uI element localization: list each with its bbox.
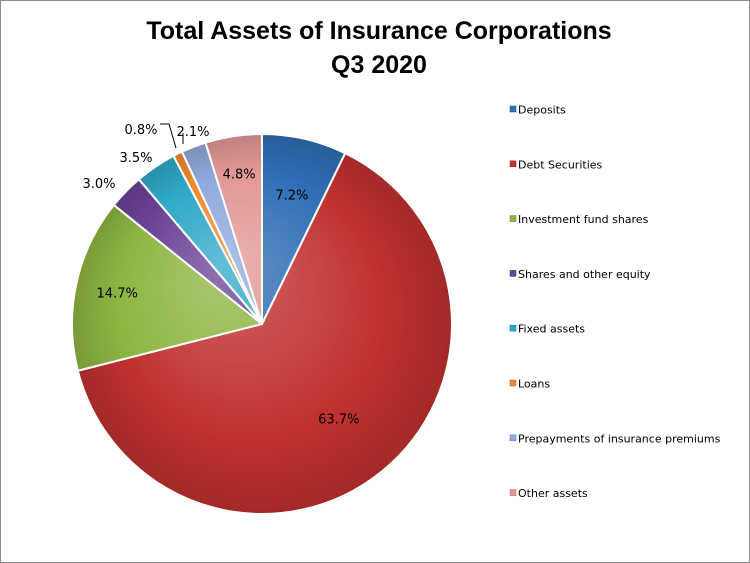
chart-subtitle-line: Q3 2020	[331, 51, 427, 79]
legend-label-debt-securities: Debt Securities	[518, 158, 603, 171]
legend-label-shares-and-other-equity: Shares and other equity	[518, 268, 651, 281]
chart-title-line: Total Assets of Insurance Corporations	[146, 17, 612, 45]
data-label-other-assets: 4.8%	[223, 168, 256, 183]
leader-line-loans	[160, 123, 177, 149]
pie-slices	[71, 133, 453, 515]
legend-swatch-deposits	[509, 105, 517, 113]
legend-label-deposits: Deposits	[518, 104, 566, 117]
data-label-prepayments-of-insurance-premiums: 2.1%	[176, 125, 209, 140]
legend-label-loans: Loans	[518, 378, 550, 391]
legend-swatch-other-assets	[509, 489, 517, 496]
legend: Deposits Debt Securities Investment fund s…	[509, 104, 721, 500]
pie-slice-debt-securities	[76, 152, 453, 515]
legend-swatch-fixed-assets	[509, 324, 517, 332]
leader-lines	[160, 123, 184, 149]
legend-label-other-assets: Other assets	[518, 487, 588, 500]
data-labels: 7.2% 63.7% 14.7% 3.0% 3.5% 0.8% 2.1% 4.8%	[82, 123, 359, 427]
legend-swatch-shares-and-other-equity	[509, 270, 517, 277]
legend-swatch-prepayments-of-insurance-premiums	[509, 434, 517, 442]
legend-swatch-loans	[509, 379, 517, 387]
chart-title: Total Assets of Insurance Corporations Q…	[0, 14, 750, 82]
legend-label-prepayments-of-insurance-premiums: Prepayments of insurance premiums	[518, 432, 721, 445]
data-label-deposits: 7.2%	[275, 188, 308, 203]
legend-label-investment-fund-shares: Investment fund shares	[518, 213, 649, 226]
legend-label-fixed-assets: Fixed assets	[518, 323, 585, 336]
data-label-fixed-assets: 3.5%	[119, 151, 152, 166]
legend-swatch-debt-securities	[509, 160, 517, 168]
data-label-loans: 0.8%	[124, 123, 157, 138]
legend-swatch-investment-fund-shares	[509, 215, 517, 222]
pie-slice-other-assets	[204, 133, 263, 325]
data-label-debt-securities: 63.7%	[318, 412, 359, 427]
data-label-investment-fund-shares: 14.7%	[97, 287, 138, 302]
pie-slice-investment-fund-shares	[71, 204, 263, 372]
data-label-shares-and-other-equity: 3.0%	[82, 177, 115, 192]
